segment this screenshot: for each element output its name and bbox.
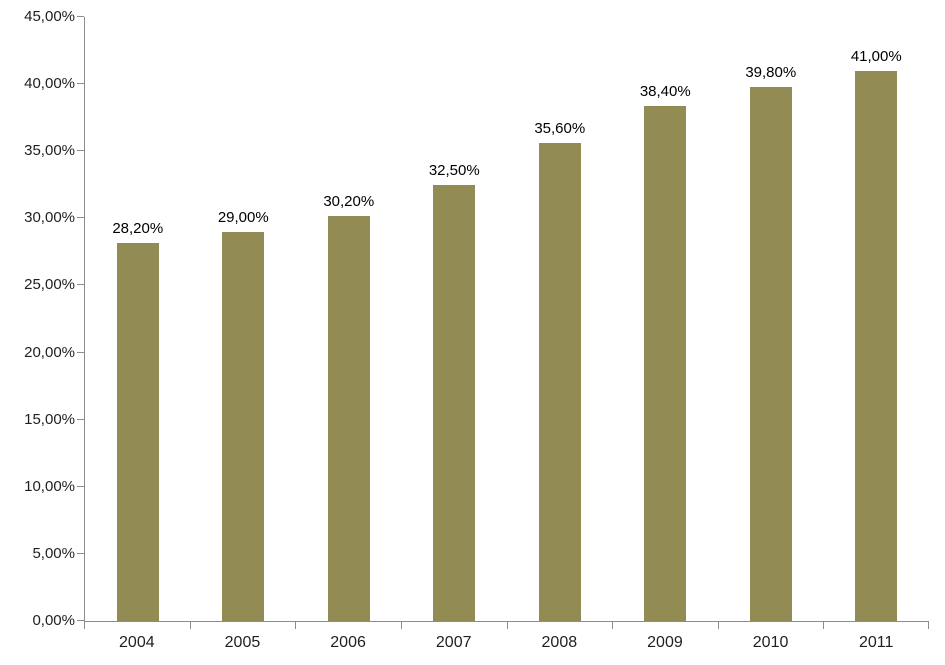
bar-cell: 29,00% [191, 17, 297, 621]
y-tick-label: 30,00% [24, 209, 75, 227]
bar-cell: 28,20% [85, 17, 191, 621]
y-tick [77, 418, 84, 420]
x-tick [189, 622, 191, 629]
y-tick-label: 5,00% [32, 544, 75, 562]
bar [433, 184, 476, 621]
bar-value-label: 39,80% [745, 63, 797, 81]
bar-value-label: 35,60% [534, 120, 586, 138]
bar-value-label: 38,40% [639, 82, 691, 100]
bar-value-label: 41,00% [850, 47, 902, 65]
bar-cell: 39,80% [718, 17, 824, 621]
bar [749, 86, 792, 621]
bar-cell: 30,20% [296, 17, 402, 621]
bar-cell: 38,40% [613, 17, 719, 621]
x-tick [823, 622, 825, 629]
x-tick [612, 622, 614, 629]
x-axis-ticks [84, 622, 929, 629]
bar [116, 242, 159, 621]
x-axis-line [84, 621, 929, 622]
y-tick [77, 351, 84, 353]
y-tick [77, 284, 84, 286]
bar-value-label: 29,00% [217, 208, 269, 226]
plot-area: 28,20% 29,00% 30,20% 32,50% 35,60% 38,40% 39,8… [85, 17, 929, 621]
x-tick-label: 2008 [541, 634, 578, 651]
x-tick [84, 622, 85, 629]
y-tick-label: 35,00% [24, 142, 75, 160]
y-tick-label: 40,00% [24, 75, 75, 93]
bar-value-label: 32,50% [428, 161, 480, 179]
y-tick [77, 552, 84, 554]
x-tick [295, 622, 297, 629]
y-axis-labels: 0,00% 5,00% 10,00% 15,00% 20,00% 25,00% 30,00%… [0, 9, 75, 629]
y-tick [77, 83, 84, 85]
x-tick-label: 2011 [858, 634, 894, 651]
y-tick [77, 620, 84, 621]
bar [644, 105, 687, 621]
y-tick [77, 16, 84, 17]
x-tick [928, 622, 929, 629]
y-tick-label: 20,00% [24, 343, 75, 361]
x-tick [506, 622, 508, 629]
y-tick-label: 45,00% [24, 8, 75, 25]
x-tick-label: 2006 [330, 634, 366, 651]
y-tick-label: 10,00% [24, 477, 75, 495]
x-tick [717, 622, 719, 629]
x-tick [400, 622, 402, 629]
bar [222, 231, 265, 621]
bar [538, 143, 581, 621]
bar-cell: 35,60% [507, 17, 613, 621]
bar-cell: 41,00% [824, 17, 930, 621]
x-tick-label: 2005 [224, 634, 261, 651]
y-axis-line [84, 17, 85, 622]
x-axis-labels: 2004 2005 2006 2007 2008 2009 2010 2011 [84, 634, 929, 652]
bar [855, 70, 898, 621]
y-tick [77, 485, 84, 487]
x-tick-label: 2004 [119, 634, 155, 651]
bar-cell: 32,50% [402, 17, 508, 621]
x-tick-label: 2009 [647, 634, 683, 651]
bar [327, 215, 370, 621]
y-tick [77, 217, 84, 219]
y-tick-label: 0,00% [32, 612, 75, 629]
y-tick-label: 25,00% [24, 276, 75, 294]
y-tick [77, 150, 84, 152]
y-axis-ticks [77, 16, 84, 621]
x-tick-label: 2010 [752, 634, 789, 651]
bar-value-label: 30,20% [323, 192, 375, 210]
bar-value-label: 28,20% [112, 219, 164, 237]
x-tick-label: 2007 [435, 634, 472, 651]
y-tick-label: 15,00% [24, 410, 75, 428]
